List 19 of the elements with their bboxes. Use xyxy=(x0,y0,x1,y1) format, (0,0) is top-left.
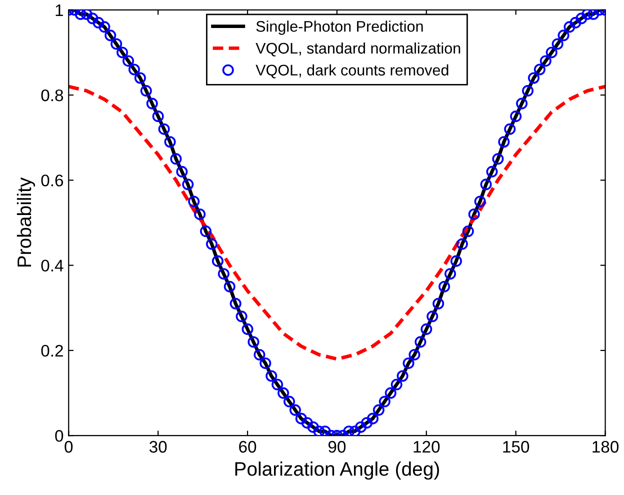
y-tick-label: 0.8 xyxy=(41,89,64,102)
y-tick-label: 0 xyxy=(55,430,64,442)
x-tick-label: 0 xyxy=(64,440,73,453)
x-tick-label: 30 xyxy=(149,440,167,453)
line-series xyxy=(68,84,606,361)
legend-label: Single-Photon Prediction xyxy=(256,20,423,35)
y-tick-label: 1 xyxy=(56,4,63,16)
y-tick-label: 0.4 xyxy=(41,260,64,272)
x-tick-label: 180 xyxy=(592,440,619,453)
legend-label: VQOL, standard normalization xyxy=(256,42,460,56)
x-tick-label: 150 xyxy=(503,440,530,453)
x-tick-label: 90 xyxy=(328,440,346,453)
legend-label: VQOL, dark counts removed xyxy=(256,64,448,78)
x-axis-title: Polarization Angle (deg) xyxy=(235,462,439,480)
x-tick-label: 60 xyxy=(239,440,256,453)
y-tick-label: 0.6 xyxy=(41,174,64,186)
y-tick-label: 0.2 xyxy=(41,344,63,357)
x-tick-label: 120 xyxy=(414,440,440,453)
y-axis-title: Probability xyxy=(16,177,36,267)
